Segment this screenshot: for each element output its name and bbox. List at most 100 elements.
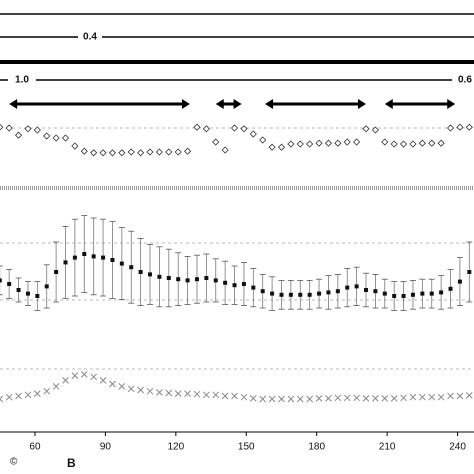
cross-point [278,395,285,403]
diamond-point [277,143,286,151]
cross-point [315,395,323,402]
annotation: 0.4 [83,32,97,43]
corner-mark: © [10,457,18,468]
diamond-point [409,140,417,148]
cross-point [203,391,210,399]
mean-point [72,255,77,260]
cross-point [306,395,314,403]
diamond-point [315,139,323,147]
mean-point [213,278,218,283]
mean-point [91,254,96,259]
diamond-point [456,123,464,131]
diamond-point [127,148,135,156]
mean-point [157,274,162,279]
diamond-point [14,131,23,139]
cross-point [90,373,98,381]
mean-point [7,282,12,286]
diamond-point [99,149,107,157]
x-tick-label: 240 [449,442,466,453]
diamond-point [0,123,4,131]
diamond-point [334,139,342,147]
diamond-point [184,147,192,155]
mean-point [270,291,275,296]
mean-point [373,289,378,294]
diamond-point [61,134,70,142]
cross-point [71,372,79,379]
diamond-point [381,138,389,146]
mean-point [448,286,453,291]
mean-point [410,292,415,297]
mean-point [392,294,397,298]
diamond-point [212,138,220,146]
mean-point [166,276,171,280]
x-tick-label: 120 [167,442,184,453]
cross-point [409,393,417,401]
mean-point [148,272,153,277]
diamond-point [155,148,163,156]
diamond-point [296,140,304,148]
cross-point [80,371,88,378]
mean-point [194,277,199,282]
cross-point [447,392,454,400]
diamond-point [90,149,98,157]
diamond-point [80,147,88,155]
mean-point [204,276,209,280]
cross-point [99,377,107,384]
mean-point [288,292,293,297]
diamond-point [118,149,126,157]
cross-point [156,389,163,396]
diamond-point [240,125,248,133]
diamond-point [230,124,239,132]
diamond-point [202,125,210,133]
diamond-point [343,138,351,146]
cross-point [24,391,32,399]
diamond-point [268,143,276,151]
diamond-point [259,136,267,144]
cross-point [62,377,69,384]
diamond-point [33,126,41,134]
diamond-point [43,132,51,140]
mean-point [420,291,425,296]
cross-point [334,394,342,402]
cross-point [165,389,173,397]
mean-point [335,289,340,294]
arrow-head [215,99,224,109]
cross-point [287,395,295,403]
mean-point [241,282,246,286]
diamond-point [108,149,117,157]
mean-point [35,294,40,298]
cross-point [428,393,436,401]
diamond-point [52,134,60,142]
mean-point [279,292,284,297]
diamond-point [465,123,473,131]
arrow-head [233,99,242,109]
cross-point [231,392,238,400]
x-tick-label: 210 [379,442,396,453]
mean-point [232,283,237,288]
cross-point [437,393,445,401]
cross-point [184,390,191,397]
mean-point [260,289,265,294]
mean-point [63,260,68,265]
x-tick-label: 180 [308,442,325,453]
cross-point [127,385,135,393]
mean-point [110,258,115,262]
mean-point [382,291,387,296]
diamond-point [400,140,408,148]
mean-point [223,280,228,285]
cross-point [15,392,22,400]
mean-point [25,291,30,296]
mean-point [307,292,312,297]
x-tick-label: 60 [29,442,41,453]
diamond-point [353,138,361,146]
diamond-point [24,125,32,133]
mean-point [16,288,21,292]
cross-point [249,395,257,402]
mean-point [354,284,359,289]
cross-point [193,390,201,398]
diamond-point [418,139,426,147]
cross-point [137,386,144,394]
diamond-point [193,123,201,131]
mean-point [185,278,190,283]
mean-point [0,278,2,283]
